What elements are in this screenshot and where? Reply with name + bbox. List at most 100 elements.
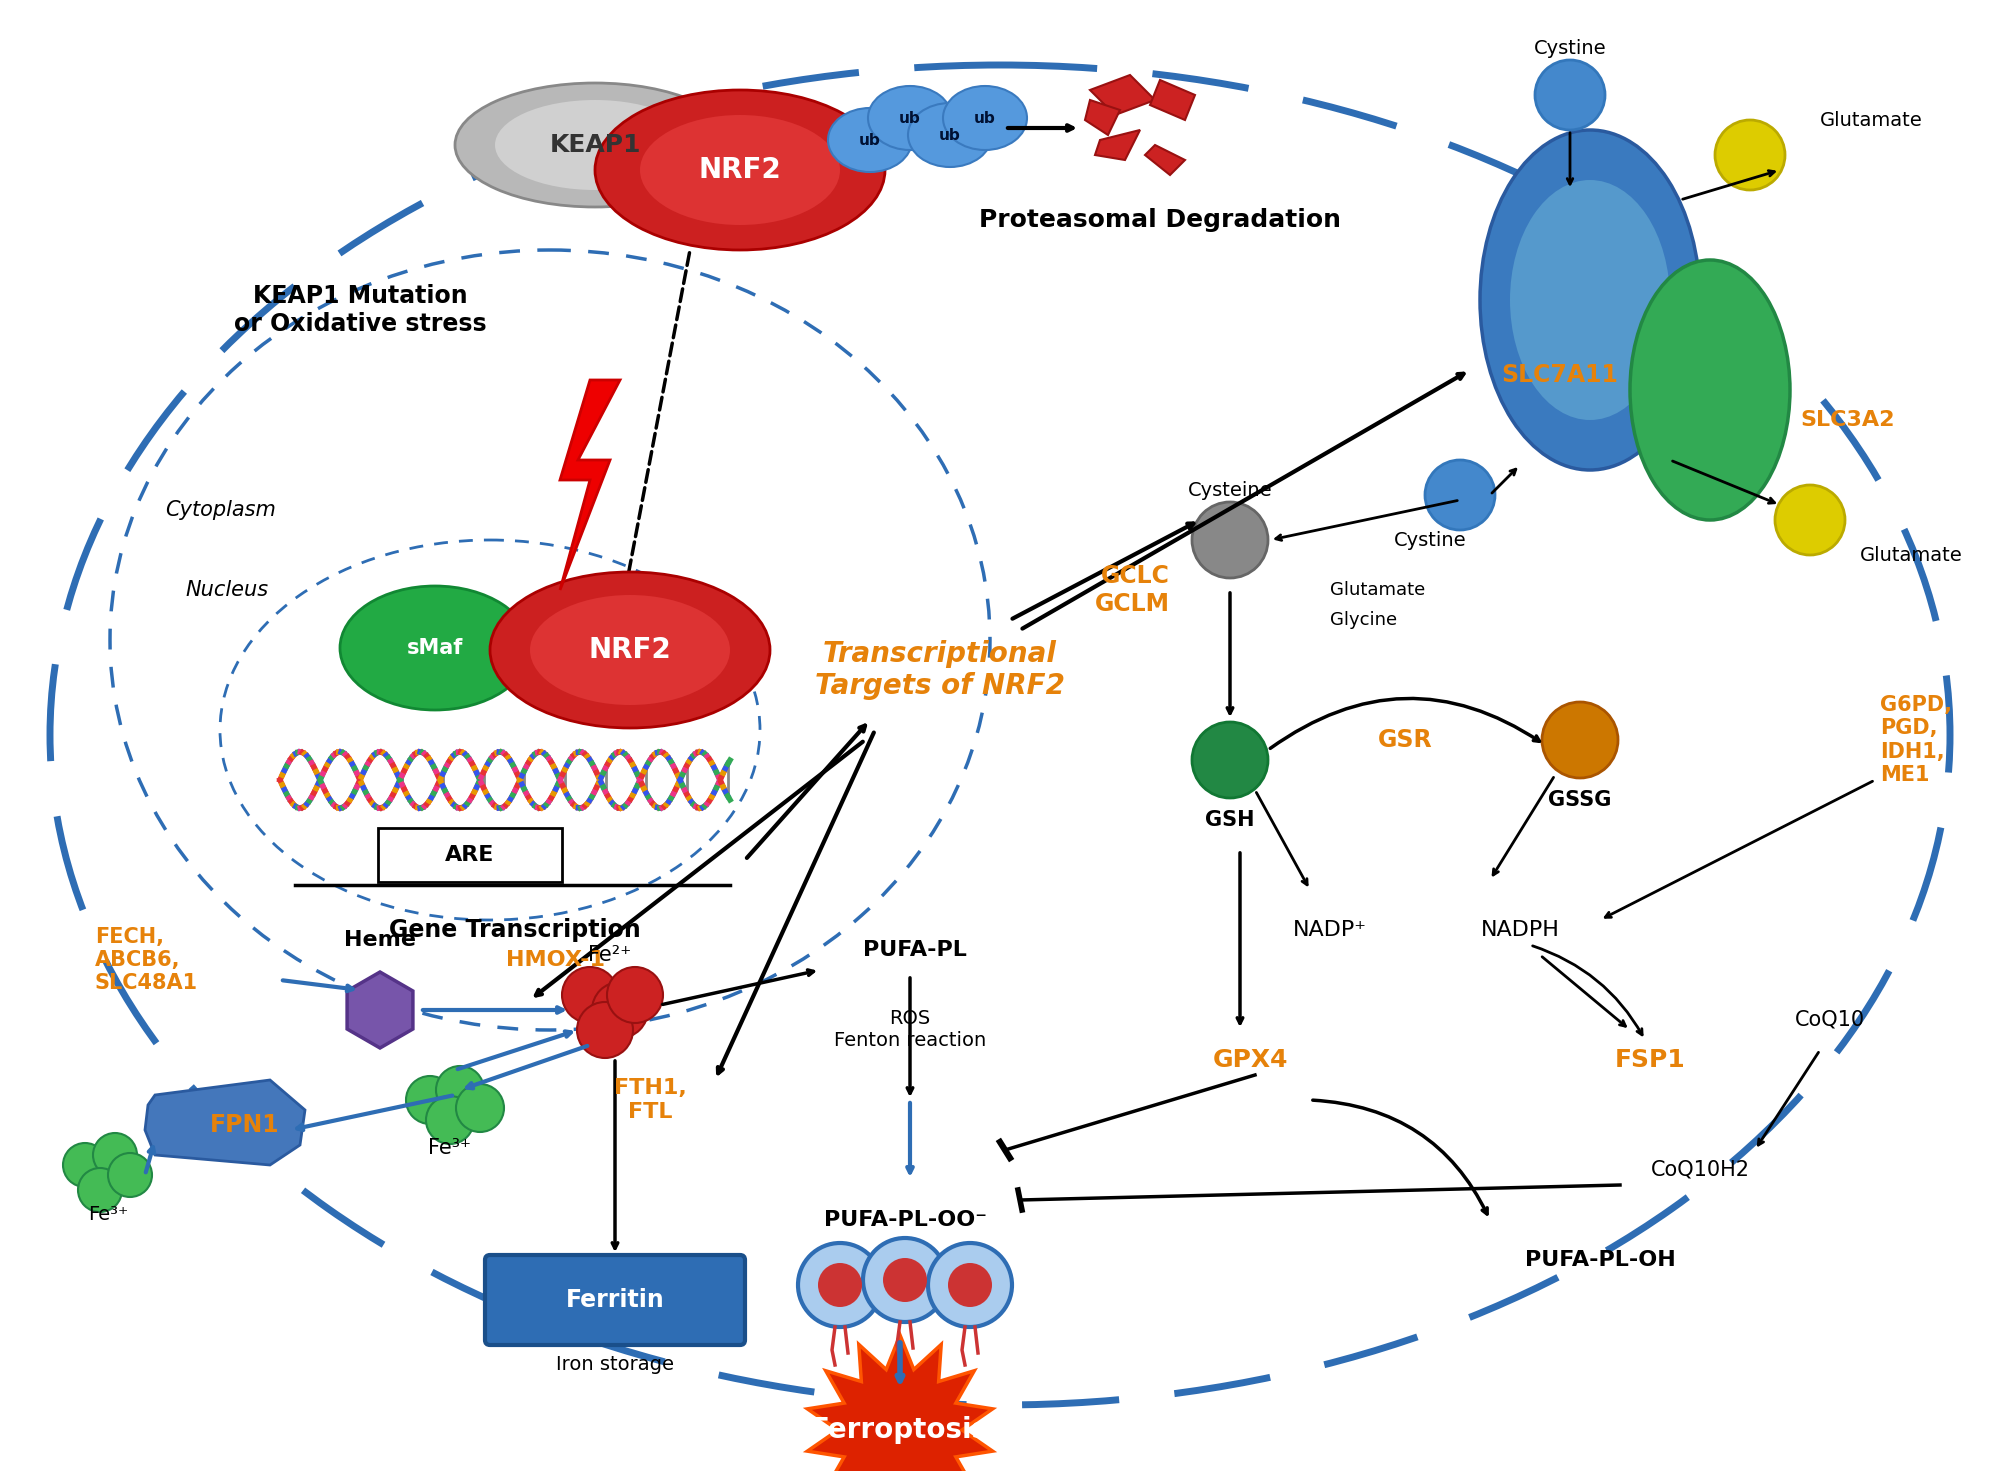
Circle shape bbox=[436, 1066, 484, 1114]
Text: KEAP1: KEAP1 bbox=[550, 132, 640, 157]
Text: GSSG: GSSG bbox=[1548, 790, 1612, 811]
Circle shape bbox=[1776, 485, 1844, 555]
Polygon shape bbox=[1084, 100, 1120, 135]
Text: Fe³⁺: Fe³⁺ bbox=[428, 1139, 472, 1158]
Text: Cytoplasm: Cytoplasm bbox=[164, 500, 276, 521]
Text: ub: ub bbox=[860, 132, 880, 147]
Text: GSH: GSH bbox=[1206, 811, 1254, 830]
Text: Nucleus: Nucleus bbox=[184, 580, 268, 600]
Ellipse shape bbox=[1510, 179, 1670, 421]
Text: GSR: GSR bbox=[1378, 728, 1432, 752]
Text: KEAP1 Mutation
or Oxidative stress: KEAP1 Mutation or Oxidative stress bbox=[234, 284, 486, 335]
Polygon shape bbox=[1144, 146, 1184, 175]
Circle shape bbox=[92, 1133, 136, 1177]
Circle shape bbox=[1542, 702, 1618, 778]
Text: SLC3A2: SLC3A2 bbox=[1800, 410, 1894, 430]
Circle shape bbox=[426, 1096, 474, 1144]
FancyBboxPatch shape bbox=[378, 828, 562, 883]
Text: NADPH: NADPH bbox=[1480, 919, 1560, 940]
Polygon shape bbox=[348, 972, 412, 1047]
Text: Cysteine: Cysteine bbox=[1188, 481, 1272, 500]
Text: ub: ub bbox=[900, 110, 920, 125]
Ellipse shape bbox=[530, 594, 730, 705]
Text: Fe²⁺: Fe²⁺ bbox=[588, 944, 632, 965]
Text: ARE: ARE bbox=[446, 844, 494, 865]
Circle shape bbox=[592, 983, 648, 1039]
Circle shape bbox=[608, 966, 664, 1022]
Circle shape bbox=[1192, 722, 1268, 797]
Text: Iron storage: Iron storage bbox=[556, 1355, 674, 1374]
Circle shape bbox=[1716, 121, 1786, 190]
Text: FPN1: FPN1 bbox=[210, 1114, 280, 1137]
Text: PUFA-PL: PUFA-PL bbox=[864, 940, 966, 961]
Text: SLC7A11: SLC7A11 bbox=[1502, 363, 1618, 387]
Text: ROS
Fenton reaction: ROS Fenton reaction bbox=[834, 1009, 986, 1050]
Polygon shape bbox=[560, 380, 620, 590]
Text: Ferroptosis: Ferroptosis bbox=[810, 1417, 990, 1445]
Ellipse shape bbox=[1630, 260, 1790, 521]
Text: Glycine: Glycine bbox=[1330, 610, 1398, 630]
Circle shape bbox=[406, 1075, 454, 1124]
Text: Ferritin: Ferritin bbox=[566, 1289, 664, 1312]
Text: Transcriptional
Targets of NRF2: Transcriptional Targets of NRF2 bbox=[816, 640, 1064, 700]
Ellipse shape bbox=[944, 85, 1028, 150]
Text: sMaf: sMaf bbox=[406, 638, 464, 658]
Ellipse shape bbox=[456, 82, 736, 207]
Circle shape bbox=[456, 1084, 504, 1133]
Ellipse shape bbox=[340, 585, 530, 710]
Text: Heme: Heme bbox=[344, 930, 416, 950]
Circle shape bbox=[928, 1243, 1012, 1327]
Circle shape bbox=[864, 1239, 948, 1322]
FancyBboxPatch shape bbox=[484, 1255, 744, 1344]
Ellipse shape bbox=[640, 115, 840, 225]
Polygon shape bbox=[1096, 129, 1140, 160]
Text: CoQ10: CoQ10 bbox=[1794, 1011, 1866, 1030]
Text: FECH,
ABCB6,
SLC48A1: FECH, ABCB6, SLC48A1 bbox=[96, 927, 198, 993]
Circle shape bbox=[1536, 60, 1604, 129]
Text: Glutamate: Glutamate bbox=[1860, 546, 1962, 565]
Circle shape bbox=[576, 1002, 632, 1058]
Text: ub: ub bbox=[940, 128, 960, 143]
Polygon shape bbox=[1150, 79, 1196, 121]
Circle shape bbox=[818, 1264, 862, 1308]
Circle shape bbox=[108, 1153, 152, 1197]
Text: HMOX-1: HMOX-1 bbox=[506, 950, 604, 969]
Ellipse shape bbox=[1480, 129, 1700, 471]
Text: GCLC
GCLM: GCLC GCLM bbox=[1096, 563, 1170, 616]
Text: G6PD,
PGD,
IDH1,
ME1: G6PD, PGD, IDH1, ME1 bbox=[1880, 696, 1952, 786]
Circle shape bbox=[798, 1243, 882, 1327]
Text: ub: ub bbox=[974, 110, 996, 125]
Text: Glutamate: Glutamate bbox=[1820, 110, 1922, 129]
Ellipse shape bbox=[868, 85, 952, 150]
Circle shape bbox=[64, 1143, 108, 1187]
Text: FSP1: FSP1 bbox=[1614, 1047, 1686, 1072]
Text: NRF2: NRF2 bbox=[698, 156, 782, 184]
Text: Proteasomal Degradation: Proteasomal Degradation bbox=[980, 207, 1340, 232]
Circle shape bbox=[884, 1258, 928, 1302]
Polygon shape bbox=[144, 1080, 304, 1165]
Ellipse shape bbox=[828, 107, 912, 172]
Polygon shape bbox=[808, 1336, 992, 1471]
Text: Cystine: Cystine bbox=[1394, 531, 1466, 550]
Text: Cystine: Cystine bbox=[1534, 38, 1606, 57]
Text: NRF2: NRF2 bbox=[588, 635, 672, 663]
Text: Gene Transcription: Gene Transcription bbox=[390, 918, 640, 941]
Ellipse shape bbox=[490, 572, 770, 728]
Circle shape bbox=[1192, 502, 1268, 578]
Ellipse shape bbox=[908, 103, 992, 168]
Ellipse shape bbox=[596, 90, 884, 250]
Circle shape bbox=[562, 966, 618, 1022]
Text: CoQ10H2: CoQ10H2 bbox=[1650, 1161, 1750, 1180]
Text: GPX4: GPX4 bbox=[1212, 1047, 1288, 1072]
Text: Glutamate: Glutamate bbox=[1330, 581, 1426, 599]
Ellipse shape bbox=[496, 100, 696, 190]
Text: NADP⁺: NADP⁺ bbox=[1292, 919, 1368, 940]
Text: FTH1,
FTL: FTH1, FTL bbox=[614, 1078, 686, 1121]
Polygon shape bbox=[1090, 75, 1156, 115]
Text: PUFA-PL-OH: PUFA-PL-OH bbox=[1524, 1250, 1676, 1269]
Circle shape bbox=[948, 1264, 992, 1308]
Circle shape bbox=[1424, 460, 1496, 530]
Circle shape bbox=[78, 1168, 122, 1212]
Text: PUFA-PL-OO⁻: PUFA-PL-OO⁻ bbox=[824, 1211, 986, 1230]
Text: Fe³⁺: Fe³⁺ bbox=[88, 1206, 128, 1224]
